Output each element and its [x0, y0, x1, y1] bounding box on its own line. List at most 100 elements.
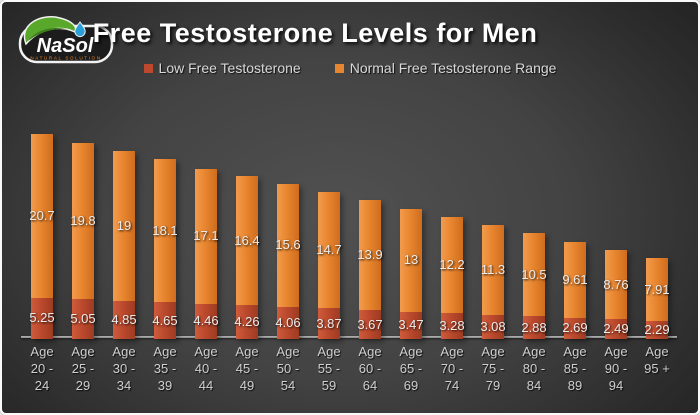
value-label-low: 3.87 — [316, 315, 342, 331]
stacked-bar — [31, 134, 53, 339]
value-label-normal: 11.3 — [480, 262, 506, 277]
value-label-low: 5.25 — [29, 310, 55, 326]
legend-swatch-normal — [334, 63, 344, 73]
value-label-normal: 8.76 — [603, 276, 629, 292]
stacked-bar — [236, 175, 258, 340]
value-label-normal: 13 — [403, 252, 419, 268]
value-label-low: 2.69 — [562, 320, 588, 336]
stacked-bar — [523, 233, 545, 340]
category-label: Age 30 - 34 — [112, 344, 136, 393]
bar-normal-segment — [400, 208, 422, 312]
value-label-low: 3.67 — [357, 316, 383, 332]
value-label-normal: 9.61 — [562, 271, 588, 287]
value-label-normal: 10.5 — [521, 266, 547, 282]
logo-water-drop-icon — [74, 21, 86, 38]
category-label: Age 80 - 84 — [522, 344, 546, 393]
nasol-logo-graphic: NaSol NATURAL SOLUTION — [18, 16, 114, 64]
value-label-normal: 14.7 — [316, 242, 342, 258]
stacked-bar — [646, 258, 668, 339]
value-label-normal: 16.4 — [234, 232, 260, 248]
legend-item-normal: Normal Free Testosterone Range — [334, 60, 557, 76]
value-label-normal: 12.2 — [439, 256, 465, 272]
value-label-normal: 15.6 — [275, 237, 301, 253]
legend-swatch-low — [143, 63, 153, 73]
value-label-low: 5.05 — [70, 311, 96, 327]
stacked-bar — [564, 241, 586, 339]
bar-normal-segment — [564, 241, 586, 318]
stacked-bar — [154, 159, 176, 339]
category-label: Age 65 - 69 — [399, 344, 423, 393]
value-label-low: 4.06 — [275, 315, 301, 330]
category-label: Age 40 - 44 — [194, 344, 218, 393]
bar-low-segment — [359, 309, 381, 339]
category-label: Age 45 - 49 — [235, 344, 259, 393]
value-label-low: 3.47 — [398, 317, 424, 333]
bar-low-segment — [72, 299, 94, 339]
bar-normal-segment — [236, 175, 258, 306]
value-label-low: 3.08 — [480, 318, 506, 334]
stacked-bar — [318, 192, 340, 339]
value-label-low: 4.85 — [111, 311, 137, 327]
stacked-bar — [605, 250, 627, 339]
value-label-low: 4.65 — [152, 312, 178, 328]
bar-normal-segment — [31, 134, 53, 298]
stacked-bar — [482, 225, 504, 339]
logo-leaf-vein — [28, 28, 70, 41]
value-label-normal: 18.1 — [152, 222, 178, 238]
bar-low-segment — [318, 308, 340, 339]
bar-low-segment — [646, 320, 668, 339]
value-label-low: 3.28 — [439, 318, 465, 333]
bar-low-segment — [564, 317, 586, 339]
value-label-normal: 19 — [116, 217, 132, 233]
bar-low-segment — [482, 314, 504, 339]
category-label: Age 70 - 74 — [440, 344, 464, 393]
stacked-bar — [400, 208, 422, 339]
bar-low-segment — [154, 302, 176, 339]
stacked-bar — [72, 142, 94, 339]
bar-low-segment — [400, 311, 422, 339]
bar-low-segment — [236, 305, 258, 340]
chart-title: Free Testosterone Levels for Men — [92, 18, 538, 48]
category-label: Age 60 - 64 — [358, 344, 382, 393]
category-label: Age 50 - 54 — [276, 344, 300, 393]
bar-low-segment — [31, 297, 53, 339]
value-label-low: 2.88 — [521, 319, 547, 335]
value-label-normal: 17.1 — [193, 228, 219, 244]
category-label: Age 55 - 59 — [317, 344, 341, 393]
value-label-normal: 13.9 — [357, 247, 383, 263]
bar-low-segment — [113, 300, 135, 339]
bar-normal-segment — [318, 192, 340, 309]
legend-label-normal: Normal Free Testosterone Range — [349, 60, 557, 76]
value-label-low: 4.46 — [193, 313, 219, 329]
logo-wordmark: NaSol — [37, 35, 94, 57]
category-label: Age 90 - 94 — [604, 344, 628, 393]
nasol-logo: NaSol NATURAL SOLUTION — [14, 10, 116, 70]
bar-normal-segment — [277, 183, 299, 307]
bar-normal-segment — [523, 233, 545, 317]
stacked-bar — [441, 216, 463, 339]
x-axis-line — [21, 336, 677, 338]
value-label-normal: 7.91 — [644, 281, 670, 297]
category-label: Age 85 - 89 — [563, 344, 587, 393]
bar-normal-segment — [154, 159, 176, 303]
bar-normal-segment — [72, 142, 94, 300]
logo-tagline: NATURAL SOLUTION — [30, 56, 101, 61]
stacked-bar — [195, 168, 217, 339]
category-label: Age 75 - 79 — [481, 344, 505, 393]
stacked-bar — [359, 200, 381, 339]
bar-low-segment — [523, 316, 545, 340]
category-label: Age 25 - 29 — [71, 344, 95, 393]
legend-label-low: Low Free Testosterone — [158, 60, 301, 76]
bar-normal-segment — [441, 216, 463, 314]
bar-low-segment — [195, 303, 217, 339]
stacked-bar — [113, 150, 135, 339]
bar-normal-segment — [605, 250, 627, 320]
category-label: Age 35 - 39 — [153, 344, 177, 393]
bar-normal-segment — [195, 168, 217, 304]
bar-low-segment — [605, 319, 627, 339]
bar-normal-segment — [646, 258, 668, 321]
value-label-normal: 19.8 — [70, 212, 96, 228]
value-label-normal: 20.7 — [29, 207, 55, 223]
